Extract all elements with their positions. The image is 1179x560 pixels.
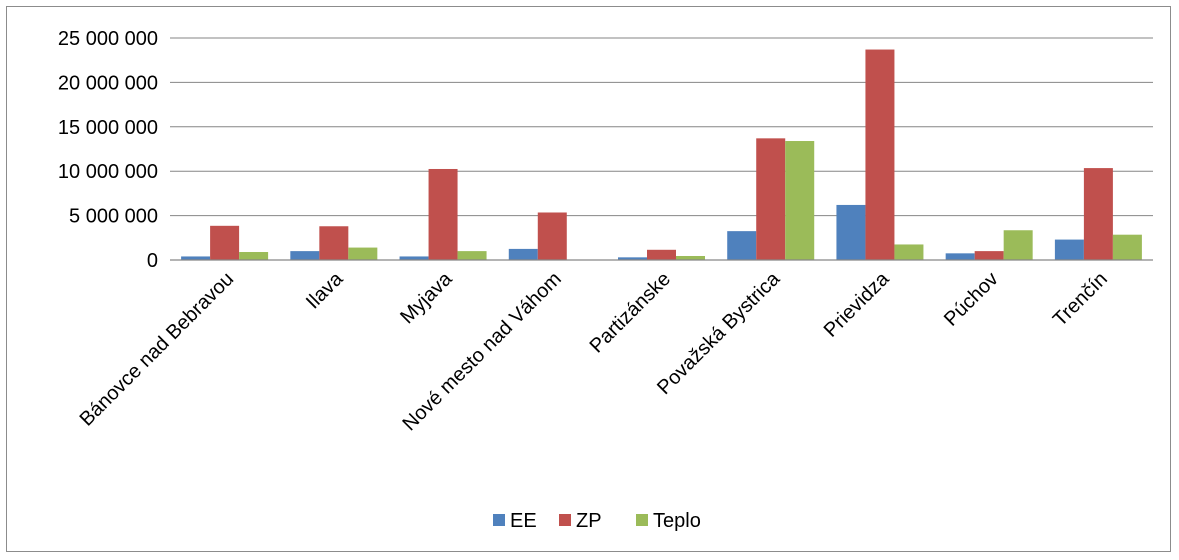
bar-ee-4 [618, 257, 647, 260]
bar-ee-5 [727, 231, 757, 260]
y-tick-label: 25 000 000 [58, 28, 158, 50]
y-tick-label: 10 000 000 [58, 161, 158, 183]
y-tick-label: 20 000 000 [58, 72, 158, 94]
bar-zp-7 [974, 251, 1004, 260]
bar-teplo-6 [894, 244, 924, 260]
category-label: Bánovce nad Bebravou [76, 268, 239, 431]
legend-swatch-ee [493, 514, 505, 526]
y-tick-label: 5 000 000 [69, 206, 158, 228]
bar-zp-5 [756, 138, 786, 260]
bar-zp-3 [537, 212, 567, 260]
legend-label-ee: EE [510, 510, 537, 532]
bar-zp-2 [428, 168, 458, 260]
bar-zp-6 [865, 49, 895, 260]
bar-teplo-1 [348, 247, 378, 260]
legend-label-zp: ZP [576, 510, 602, 532]
bar-ee-2 [399, 256, 429, 260]
bar-teplo-7 [1003, 230, 1033, 260]
y-tick-labels: 0 5 000 000 10 000 000 15 000 000 20 000 000… [58, 28, 158, 272]
bar-teplo-2 [457, 251, 487, 260]
legend-swatch-zp [559, 514, 571, 526]
category-label: Ilava [302, 267, 348, 313]
bar-ee-7 [945, 253, 975, 260]
chart-frame [6, 6, 1171, 552]
category-label: Púchov [940, 268, 1003, 331]
bar-teplo-0 [239, 252, 269, 260]
y-tick-label: 0 [147, 250, 158, 272]
bar-zp-8 [1083, 168, 1113, 260]
bar-zp-1 [319, 226, 349, 260]
bar-ee-8 [1054, 239, 1084, 260]
legend-label-teplo: Teplo [653, 510, 701, 532]
bars [181, 49, 1142, 260]
legend-swatch-teplo [636, 514, 648, 526]
bar-zp-0 [210, 225, 240, 260]
category-label: Partizánske [586, 268, 675, 357]
category-label: Myjava [396, 267, 457, 328]
bar-zp-4 [647, 249, 676, 260]
category-label: Prievidza [820, 267, 894, 341]
bar-ee-6 [836, 204, 866, 260]
legend: EE ZP Teplo [493, 510, 701, 532]
bar-ee-3 [508, 248, 538, 260]
gridlines [170, 37, 1153, 217]
category-label: Považská Bystrica [653, 267, 785, 399]
bar-teplo-5 [785, 141, 815, 260]
bar-teplo-8 [1112, 234, 1142, 260]
category-label: Trenčín [1049, 268, 1112, 331]
bar-teplo-4 [676, 256, 705, 260]
bar-ee-0 [181, 256, 211, 260]
y-tick-label: 15 000 000 [58, 117, 158, 139]
bar-ee-1 [290, 251, 320, 260]
